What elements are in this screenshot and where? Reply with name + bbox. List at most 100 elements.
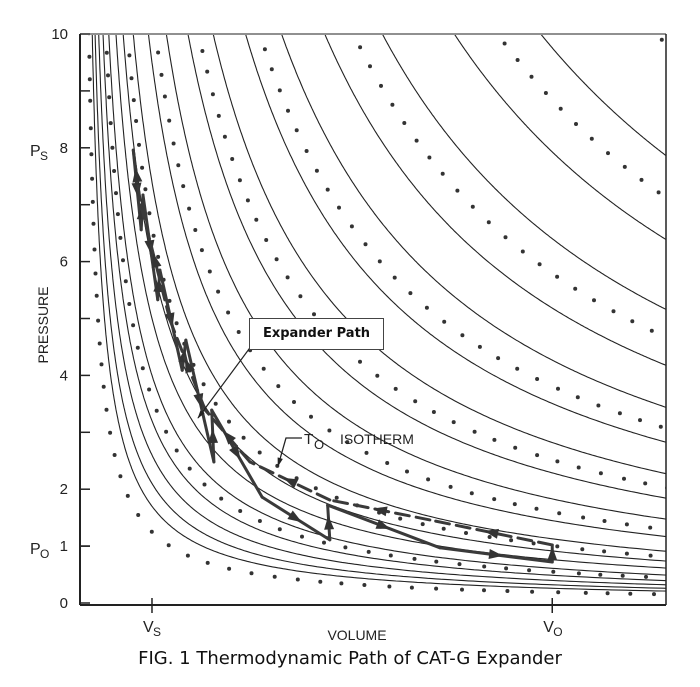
isotherm-solid — [102, 35, 666, 582]
isotherm-solid — [454, 35, 666, 241]
isotherm-dot — [318, 579, 323, 584]
isotherm-dot — [143, 187, 148, 192]
isotherm-dot — [628, 591, 633, 596]
isotherm-dot — [472, 429, 477, 434]
isotherm-dot — [392, 275, 397, 280]
isotherm-solid — [540, 35, 666, 157]
x-axis-title: VOLUME — [327, 627, 386, 643]
isotherm-dot — [174, 448, 179, 453]
isotherm-dot — [638, 418, 642, 423]
isotherm-dot — [409, 585, 414, 590]
isotherm-solid — [187, 35, 666, 499]
x-marker-label: V — [143, 619, 154, 636]
isotherm-dot — [337, 205, 341, 210]
isotherm-dot — [185, 553, 190, 558]
isotherm-dot — [598, 471, 603, 476]
isotherm-dot — [487, 535, 492, 539]
isotherm-dot — [96, 318, 101, 323]
isotherm-dot — [598, 572, 603, 577]
isotherm-dot — [88, 35, 90, 36]
isotherm-dot — [99, 362, 104, 367]
isotherm-dot — [298, 294, 303, 299]
isotherm-dot — [448, 484, 453, 489]
isotherm-dot — [108, 121, 113, 126]
isotherm-dot — [555, 459, 560, 464]
isotherm-dot — [88, 98, 93, 103]
isotherm-dot — [620, 573, 625, 578]
isotherm-dot — [264, 238, 269, 242]
isotherm-dot — [101, 384, 106, 389]
isotherm-dot — [171, 141, 176, 146]
isotherm-dot — [502, 41, 507, 46]
isotherm-dot — [261, 366, 266, 371]
isotherm-dot — [639, 177, 644, 182]
expansion-path-arrow-icon — [229, 445, 241, 460]
isotherm-dot — [154, 408, 159, 413]
isotherm-dot — [649, 328, 654, 333]
isotherm-dot — [309, 414, 313, 419]
isotherm-dot — [245, 198, 250, 203]
isotherm-dot — [529, 74, 534, 79]
y-tick-label: 2 — [60, 481, 68, 498]
isotherm-dot — [292, 400, 296, 404]
isotherm-dot — [520, 249, 525, 254]
isotherm-dot — [166, 543, 171, 548]
expander-path-callout-arrow — [197, 344, 253, 419]
x-marker-subscript: S — [153, 625, 161, 639]
isotherm-dot — [576, 465, 581, 470]
isotherm-dot — [622, 164, 627, 169]
isotherm-label-sub: O — [314, 437, 324, 452]
isotherm-dot — [110, 145, 115, 150]
isotherm-dot — [575, 395, 580, 400]
isotherm-solid — [98, 35, 666, 586]
y-tick-label: 8 — [60, 140, 68, 157]
isotherm-dot — [556, 590, 561, 595]
isotherm-dot — [200, 49, 205, 53]
isotherm-dot — [125, 30, 129, 34]
isotherm-dot — [230, 157, 235, 161]
isotherm-dot — [431, 410, 436, 414]
isotherm-dot — [107, 95, 112, 100]
isotherm-dot — [129, 76, 134, 81]
y-marker-label: P — [30, 541, 41, 558]
isotherm-dot — [181, 184, 186, 189]
return-path-arrow-icon — [372, 506, 388, 517]
isotherm-dot — [583, 590, 588, 595]
isotherm-dot — [137, 142, 141, 147]
isotherm-dot — [543, 91, 548, 95]
isotherm-dot — [606, 151, 610, 156]
isotherm-dot — [460, 587, 464, 592]
isotherm-dot — [535, 377, 540, 381]
isotherm-dot — [490, 24, 494, 28]
expansion-path-arrow-icon — [547, 546, 558, 561]
isotherm-dot — [349, 26, 353, 30]
isotherm-dot — [405, 469, 409, 474]
isotherm-dot — [114, 191, 118, 196]
isotherm-dot — [624, 522, 629, 527]
isotherm-dot — [364, 450, 369, 455]
isotherm-label-t: T — [304, 431, 313, 448]
isotherm-dot — [531, 541, 536, 546]
isotherm-dot — [420, 522, 425, 527]
isotherm-dot — [366, 549, 371, 554]
isotherm-dot — [573, 286, 578, 291]
isotherm-dot — [277, 527, 282, 532]
isotherm-dot — [455, 188, 460, 193]
isotherm-dot — [592, 298, 596, 303]
isotherm-dot — [581, 515, 586, 520]
isotherm-leader-arrow — [277, 437, 302, 467]
isotherm-dot — [557, 511, 562, 516]
isotherm-dot — [440, 171, 445, 176]
isotherm-dot — [131, 323, 136, 328]
isotherm-dot — [512, 502, 517, 507]
return-path-arrow-icon — [283, 477, 299, 489]
isotherm-dot — [457, 562, 462, 567]
isotherm-dot — [135, 345, 140, 350]
isotherm-dot — [492, 437, 497, 442]
isotherm-dot — [236, 330, 241, 334]
isotherm-dot — [530, 589, 535, 594]
isotherm-solid — [115, 35, 666, 569]
isotherm-dot — [325, 187, 330, 192]
isotherm-dot — [509, 538, 514, 543]
isotherm-dot — [134, 119, 139, 123]
